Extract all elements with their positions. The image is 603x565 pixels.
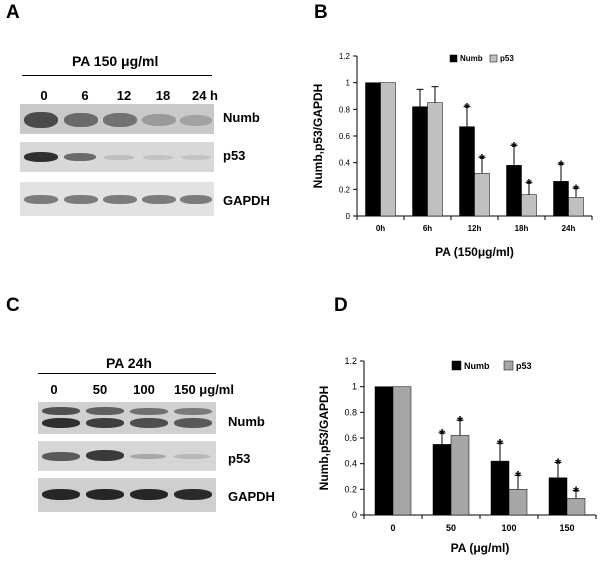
x-category-label: 12h (468, 224, 482, 233)
legend-swatch-numb (451, 360, 462, 371)
legend-label-numb: Numb (460, 54, 483, 63)
y-tick-label: 0.8 (339, 105, 351, 114)
y-tick-label: 1.2 (339, 52, 351, 61)
x-category-label: 0 (390, 523, 395, 533)
significance-marker: * (526, 176, 532, 192)
significance-marker: * (511, 138, 517, 154)
gapdh-blot-strip (38, 478, 216, 512)
lane-label: 0 (40, 88, 48, 103)
significance-marker: * (479, 150, 485, 166)
legend-swatch-numb (449, 54, 458, 63)
lane-label: 18 (155, 88, 171, 103)
bar-numb (459, 126, 475, 217)
blot-label-gapdh: GAPDH (223, 193, 270, 208)
x-category-label: 0h (376, 224, 385, 233)
bar-numb (432, 444, 452, 516)
significance-marker: * (457, 413, 463, 430)
lane-label: 50 (92, 382, 108, 397)
bar-numb (374, 386, 394, 516)
x-category-label: 6h (423, 224, 432, 233)
y-tick-label: 0 (346, 212, 351, 221)
panel-letter-c: C (6, 295, 20, 316)
y-tick-label: 0.8 (344, 407, 357, 417)
panel-letter-d: D (334, 295, 348, 316)
panel-letter-a: A (6, 2, 20, 23)
y-tick-label: 1.2 (344, 356, 357, 366)
significance-marker: * (558, 157, 564, 173)
bar-p53 (521, 194, 537, 217)
y-tick-label: 1 (352, 382, 357, 392)
y-axis-label: Numb,p53/GAPDH (317, 386, 331, 491)
y-tick-label: 1 (346, 79, 351, 88)
x-category-label: 50 (446, 523, 456, 533)
bar-p53 (380, 82, 396, 217)
p53-blot-strip (20, 142, 214, 172)
significance-marker: * (573, 181, 579, 197)
y-tick-label: 0.4 (344, 459, 357, 469)
significance-marker: * (515, 468, 521, 485)
bar-p53 (508, 489, 528, 516)
bar-p53 (392, 386, 412, 516)
blot-label-gapdh: GAPDH (228, 489, 275, 504)
x-category-label: 18h (515, 224, 529, 233)
panel-letter-b: B (314, 2, 328, 23)
gapdh-blot-strip (20, 182, 214, 216)
significance-marker: * (439, 426, 445, 443)
x-axis-label: PA (μg/ml) (451, 541, 510, 555)
lane-label: 12 (116, 88, 132, 103)
y-tick-label: 0 (352, 510, 357, 520)
legend-label-p53: p53 (500, 54, 514, 63)
legend-label-p53: p53 (516, 361, 532, 371)
lane-label: 150 μg/ml (174, 382, 234, 397)
y-tick-label: 0.2 (339, 185, 351, 194)
treatment-rule (22, 75, 212, 76)
blot-treatment-title: PA 150 μg/ml (72, 53, 159, 69)
y-tick-label: 0.6 (339, 132, 351, 141)
bar-numb (365, 82, 381, 217)
y-tick-label: 0.6 (344, 433, 357, 443)
blot-label-p53: p53 (223, 148, 246, 163)
blot-label-numb: Numb (228, 414, 265, 429)
bar-numb (506, 165, 522, 217)
significance-marker: * (497, 436, 503, 453)
lane-label: 24 h (191, 88, 218, 103)
legend-swatch-p53 (489, 54, 498, 63)
blot-label-p53: p53 (228, 451, 251, 466)
treatment-rule (38, 373, 216, 374)
y-tick-label: 0.2 (344, 484, 357, 494)
bar-p53 (568, 197, 584, 217)
bar-chart-d: 0 0.2 0.4 0.6 0.8 1 1.2 0 * * 50 * * 100 * * 150 PA (μg/m… (317, 356, 597, 555)
bar-numb (412, 106, 428, 217)
bar-numb (490, 460, 510, 516)
blot-treatment-title: PA 24h (106, 355, 152, 371)
lane-label: 0 (50, 382, 58, 397)
y-tick-label: 0.4 (339, 159, 351, 168)
legend-swatch-p53 (503, 360, 514, 371)
bar-p53 (566, 498, 586, 516)
bar-numb (548, 477, 568, 516)
bar-p53 (427, 102, 443, 217)
bar-chart-b: 0 0.2 0.4 0.6 0.8 1 1.2 0h 6h * * 12h * * 18h * * 24h PA (… (311, 52, 593, 259)
x-category-label: 24h (562, 224, 576, 233)
x-category-label: 150 (559, 523, 574, 533)
numb-blot-strip (38, 402, 216, 434)
x-category-label: 100 (501, 523, 516, 533)
significance-marker: * (464, 100, 470, 116)
blot-label-numb: Numb (223, 110, 260, 125)
y-axis-label: Numb,p53/GAPDH (311, 84, 325, 189)
bar-p53 (450, 435, 470, 516)
legend-label-numb: Numb (464, 361, 490, 371)
x-axis-label: PA (150μg/ml) (435, 245, 514, 259)
significance-marker: * (555, 455, 561, 472)
numb-blot-strip (20, 104, 214, 134)
lane-label: 100 (133, 382, 155, 397)
p53-blot-strip (38, 441, 216, 471)
bar-numb (553, 181, 569, 217)
bar-p53 (474, 173, 490, 217)
lane-label: 6 (81, 88, 89, 103)
significance-marker: * (573, 484, 579, 501)
